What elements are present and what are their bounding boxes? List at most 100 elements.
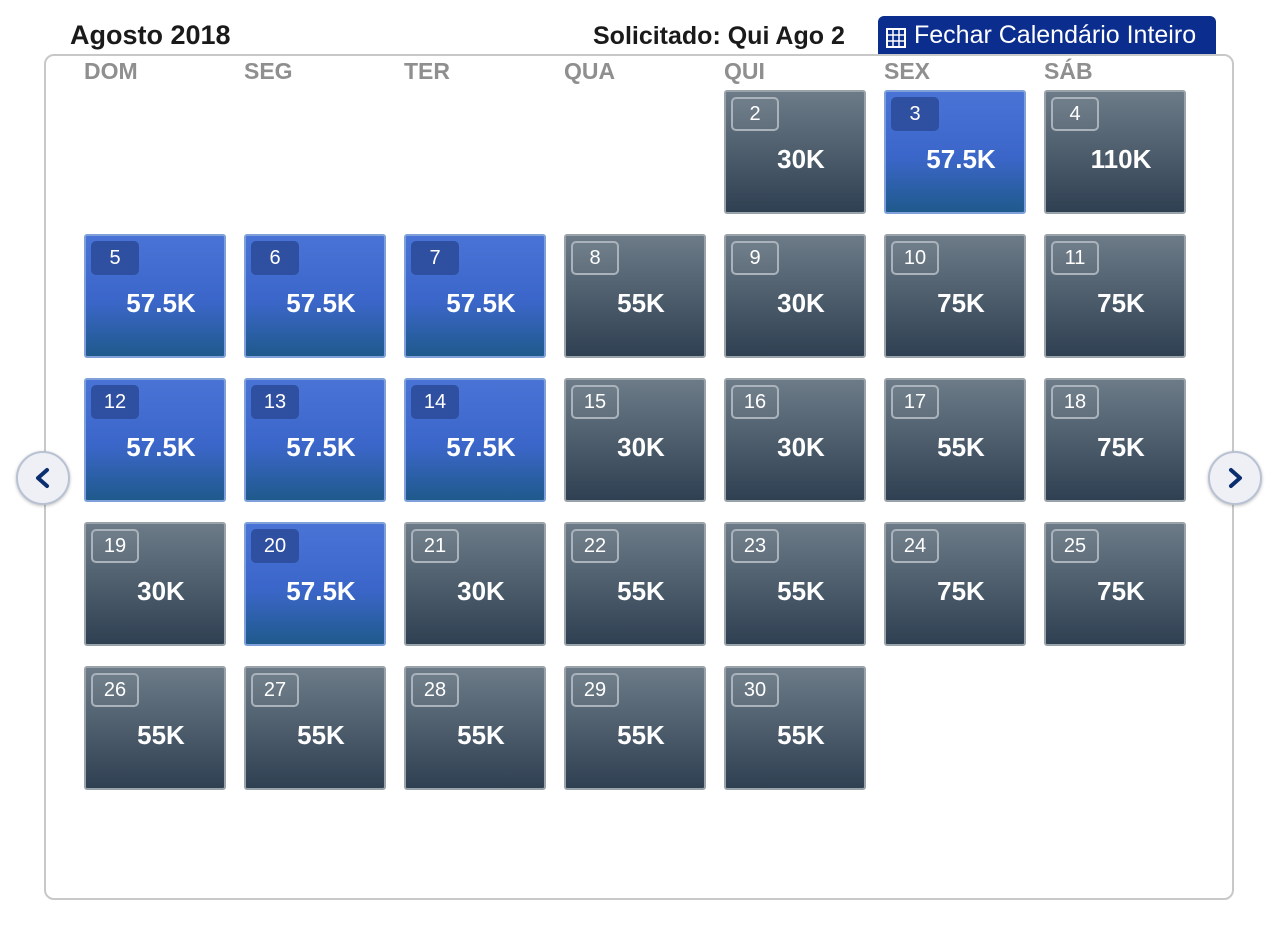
calendar-day-cell[interactable]: 3 57.5K [884,90,1026,214]
chevron-left-icon [32,467,54,489]
weekday-header: DOM [84,58,138,84]
day-number: 17 [891,385,939,419]
day-number: 13 [251,385,299,419]
day-price: 75K [937,576,985,606]
weekday-header: TER [404,58,450,84]
day-number: 9 [731,241,779,275]
day-price: 30K [457,576,505,606]
day-number: 15 [571,385,619,419]
calendar-day-cell[interactable]: 7 57.5K [404,234,546,358]
calendar-day-cell[interactable]: 28 55K [404,666,546,790]
day-number: 28 [411,673,459,707]
calendar-day-cell[interactable]: 11 75K [1044,234,1186,358]
prev-month-button[interactable] [16,451,70,505]
day-number: 27 [251,673,299,707]
day-number: 14 [411,385,459,419]
day-number: 18 [1051,385,1099,419]
weekday-header: SEG [244,58,293,84]
day-number: 20 [251,529,299,563]
calendar-day-cell[interactable]: 22 55K [564,522,706,646]
day-price: 57.5K [126,432,196,462]
day-price: 55K [937,432,985,462]
day-number: 4 [1051,97,1099,131]
day-number: 2 [731,97,779,131]
day-number: 30 [731,673,779,707]
day-number: 5 [91,241,139,275]
calendar-day-cell[interactable]: 8 55K [564,234,706,358]
calendar-day-cell[interactable]: 23 55K [724,522,866,646]
day-number: 29 [571,673,619,707]
calendar-day-cell[interactable]: 17 55K [884,378,1026,502]
calendar-day-cell[interactable]: 30 55K [724,666,866,790]
day-price: 57.5K [286,576,356,606]
close-full-calendar-label: Fechar Calendário Inteiro [914,21,1197,49]
day-price: 57.5K [286,288,356,318]
next-month-button[interactable] [1208,451,1262,505]
day-number: 24 [891,529,939,563]
weekday-header: SÁB [1044,58,1093,84]
day-price: 75K [1097,288,1145,318]
day-price: 30K [777,144,825,174]
day-price: 30K [777,432,825,462]
day-price: 57.5K [126,288,196,318]
calendar-day-cell[interactable]: 10 75K [884,234,1026,358]
calendar-day-cell[interactable]: 6 57.5K [244,234,386,358]
calendar-day-cell[interactable]: 20 57.5K [244,522,386,646]
calendar-day-cell[interactable]: 15 30K [564,378,706,502]
requested-date: Solicitado: Qui Ago 2 [593,22,845,50]
day-price: 57.5K [286,432,356,462]
day-price: 55K [457,720,505,750]
day-number: 21 [411,529,459,563]
day-number: 7 [411,241,459,275]
weekday-header: QUI [724,58,765,84]
calendar-day-cell[interactable]: 12 57.5K [84,378,226,502]
calendar-day-cell[interactable]: 26 55K [84,666,226,790]
calendar-day-cell[interactable]: 19 30K [84,522,226,646]
day-price: 55K [617,720,665,750]
day-number: 6 [251,241,299,275]
month-title: Agosto 2018 [70,20,231,50]
day-number: 11 [1051,241,1099,275]
day-number: 12 [91,385,139,419]
day-price: 75K [1097,576,1145,606]
day-price: 55K [777,720,825,750]
day-number: 19 [91,529,139,563]
day-number: 26 [91,673,139,707]
calendar-day-cell[interactable]: 13 57.5K [244,378,386,502]
day-price: 30K [137,576,185,606]
calendar-day-cell[interactable]: 2 30K [724,90,866,214]
day-price: 55K [617,576,665,606]
calendar-day-cell[interactable]: 14 57.5K [404,378,546,502]
calendar-day-cell[interactable]: 18 75K [1044,378,1186,502]
calendar-day-cell[interactable]: 9 30K [724,234,866,358]
day-price: 57.5K [446,432,516,462]
day-number: 8 [571,241,619,275]
calendar-day-cell[interactable]: 4 110K [1044,90,1186,214]
day-price: 55K [137,720,185,750]
calendar-day-cell[interactable]: 27 55K [244,666,386,790]
day-price: 75K [1097,432,1145,462]
calendar-day-cell[interactable]: 25 75K [1044,522,1186,646]
day-number: 16 [731,385,779,419]
day-price: 110K [1090,144,1152,174]
weekday-header: QUA [564,58,616,84]
weekday-header: SEX [884,58,931,84]
day-price: 30K [617,432,665,462]
day-price: 55K [777,576,825,606]
day-number: 23 [731,529,779,563]
day-price: 55K [297,720,345,750]
day-price: 55K [617,288,665,318]
chevron-right-icon [1224,467,1246,489]
calendar-day-cell[interactable]: 29 55K [564,666,706,790]
close-full-calendar-button[interactable]: Fechar Calendário Inteiro [878,16,1216,55]
day-number: 10 [891,241,939,275]
day-number: 25 [1051,529,1099,563]
calendar-day-cell[interactable]: 16 30K [724,378,866,502]
calendar-day-cell[interactable]: 21 30K [404,522,546,646]
day-price: 30K [777,288,825,318]
day-price: 75K [937,288,985,318]
calendar-grid-icon [886,26,906,48]
calendar-day-cell[interactable]: 5 57.5K [84,234,226,358]
day-number: 3 [891,97,939,131]
calendar-day-cell[interactable]: 24 75K [884,522,1026,646]
